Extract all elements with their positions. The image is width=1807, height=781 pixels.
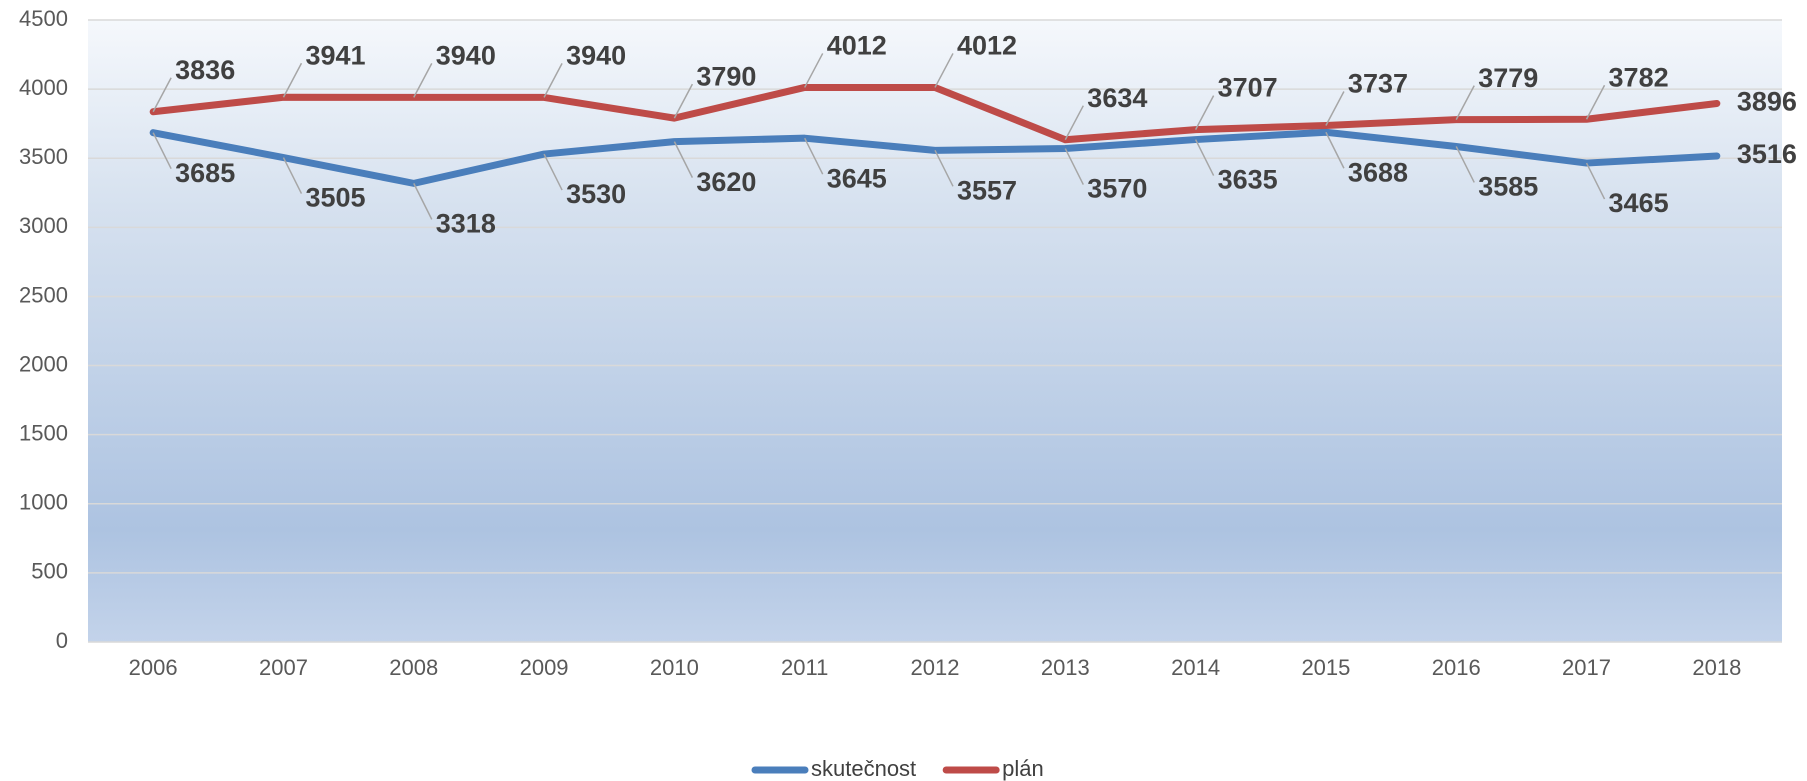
data-label: 4012 [827, 31, 887, 61]
data-label: 3707 [1218, 73, 1278, 103]
data-label: 3620 [696, 167, 756, 197]
data-label: 3896 [1737, 87, 1797, 117]
y-tick-label: 4500 [19, 6, 68, 31]
data-label: 3557 [957, 175, 1017, 205]
y-tick-label: 1500 [19, 420, 68, 445]
data-label: 3516 [1737, 139, 1797, 169]
data-label: 3790 [696, 61, 756, 91]
x-tick-label: 2012 [911, 655, 960, 680]
x-tick-label: 2007 [259, 655, 308, 680]
data-label: 3940 [566, 41, 626, 71]
leader-line [1194, 139, 1215, 176]
leader-line [804, 137, 824, 175]
plot-area [88, 20, 1782, 642]
data-label: 3779 [1478, 63, 1538, 93]
data-label: 3782 [1609, 62, 1669, 92]
leader-line [1585, 84, 1606, 120]
y-tick-label: 1000 [19, 490, 68, 515]
leader-line [152, 77, 172, 113]
x-tick-label: 2015 [1301, 655, 1350, 680]
leader-line [282, 157, 303, 194]
data-label: 3585 [1478, 172, 1538, 202]
leader-line [673, 83, 694, 119]
leader-line [804, 53, 824, 88]
data-label: 3645 [827, 163, 887, 193]
data-label: 3505 [305, 183, 365, 213]
x-tick-label: 2010 [650, 655, 699, 680]
x-tick-label: 2016 [1432, 655, 1481, 680]
leader-line [1325, 91, 1345, 126]
leader-line [1585, 162, 1606, 200]
leader-line [543, 63, 563, 98]
data-label: 3570 [1087, 174, 1147, 204]
leader-line [1064, 148, 1084, 185]
data-label: 3940 [436, 41, 496, 71]
leader-line [673, 141, 694, 178]
y-tick-label: 3000 [19, 213, 68, 238]
leader-line [543, 153, 563, 191]
data-label: 3465 [1609, 188, 1669, 218]
leader-line [1455, 146, 1475, 183]
x-tick-label: 2014 [1171, 655, 1220, 680]
leader-line [934, 53, 954, 88]
data-label: 3634 [1087, 83, 1147, 113]
y-tick-label: 500 [31, 559, 68, 584]
data-label: 3737 [1348, 69, 1408, 99]
x-tick-label: 2013 [1041, 655, 1090, 680]
data-label: 3685 [175, 158, 235, 188]
x-tick-label: 2011 [781, 655, 828, 680]
data-label: 3836 [175, 55, 235, 85]
leader-line [152, 132, 172, 169]
x-tick-label: 2018 [1692, 655, 1741, 680]
y-tick-label: 2000 [19, 351, 68, 376]
leader-line [1194, 95, 1215, 130]
leader-line [413, 63, 433, 98]
x-tick-label: 2006 [129, 655, 178, 680]
leader-line [934, 150, 954, 187]
leader-line [1325, 131, 1345, 169]
data-label: 3941 [305, 40, 365, 70]
data-label: 3530 [566, 179, 626, 209]
y-tick-label: 0 [56, 628, 68, 653]
x-tick-label: 2009 [520, 655, 569, 680]
legend-label: plán [1002, 756, 1044, 781]
data-label: 3688 [1348, 157, 1408, 187]
leader-line [282, 62, 303, 98]
data-label: 3318 [436, 209, 496, 239]
leader-line [413, 183, 433, 220]
data-label: 3635 [1218, 165, 1278, 195]
x-tick-label: 2008 [389, 655, 438, 680]
leader-line [1455, 85, 1475, 121]
y-tick-label: 3500 [19, 144, 68, 169]
data-label: 4012 [957, 31, 1017, 61]
y-tick-label: 2500 [19, 282, 68, 307]
x-tick-label: 2017 [1562, 655, 1611, 680]
legend-label: skutečnost [811, 756, 916, 781]
y-tick-label: 4000 [19, 75, 68, 100]
leader-line [1064, 105, 1084, 141]
